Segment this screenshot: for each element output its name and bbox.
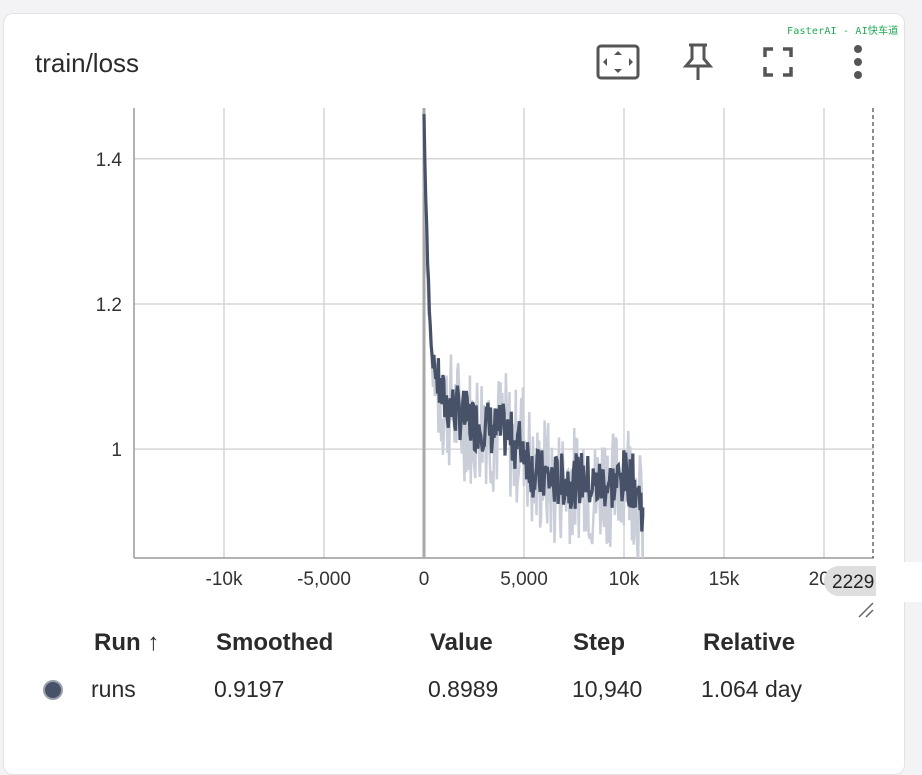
col-header-smoothed: Smoothed	[216, 629, 334, 656]
raw-value: 0.8989	[428, 676, 499, 702]
resize-handle[interactable]	[856, 600, 874, 618]
more-button[interactable]	[834, 40, 882, 84]
fit-domain-icon	[596, 44, 640, 80]
x-tick-label: 5,000	[500, 569, 548, 590]
x-tick-label: 10k	[609, 569, 640, 590]
y-tick-label: 1	[111, 440, 122, 461]
fullscreen-button[interactable]	[754, 40, 802, 84]
y-tick-label: 1.4	[96, 150, 123, 171]
y-tick-label: 1.2	[96, 295, 122, 316]
card-edge-mask	[876, 562, 922, 602]
run-name: runs	[91, 676, 136, 702]
series-raw-line	[422, 115, 645, 558]
hover-step-label: 2229	[832, 572, 874, 593]
run-color-swatch[interactable]	[43, 680, 63, 700]
x-tick-label: -5,000	[297, 569, 351, 590]
col-header-value: Value	[430, 629, 493, 656]
resize-grip-icon	[858, 602, 874, 618]
col-header-step: Step	[573, 629, 626, 656]
col-header-relative: Relative	[703, 629, 796, 656]
smoothed-value: 0.9197	[214, 676, 285, 702]
x-tick-label: 15k	[709, 569, 740, 590]
more-vert-icon	[854, 45, 862, 79]
pin-icon	[682, 43, 714, 80]
pin-button[interactable]	[674, 40, 722, 84]
x-tick-label: 0	[419, 569, 430, 590]
col-header-run[interactable]: Run ↑	[94, 629, 160, 656]
fullscreen-icon	[763, 47, 793, 77]
watermark: FasterAI - AI快车道	[787, 26, 899, 37]
step-value: 10,940	[572, 676, 643, 702]
series-smoothed-line	[422, 114, 645, 532]
relative-time: 1.064 day	[701, 676, 803, 702]
card-title: train/loss	[35, 48, 140, 78]
x-tick-label: -10k	[206, 569, 243, 590]
fit-domain-button[interactable]	[594, 40, 642, 84]
